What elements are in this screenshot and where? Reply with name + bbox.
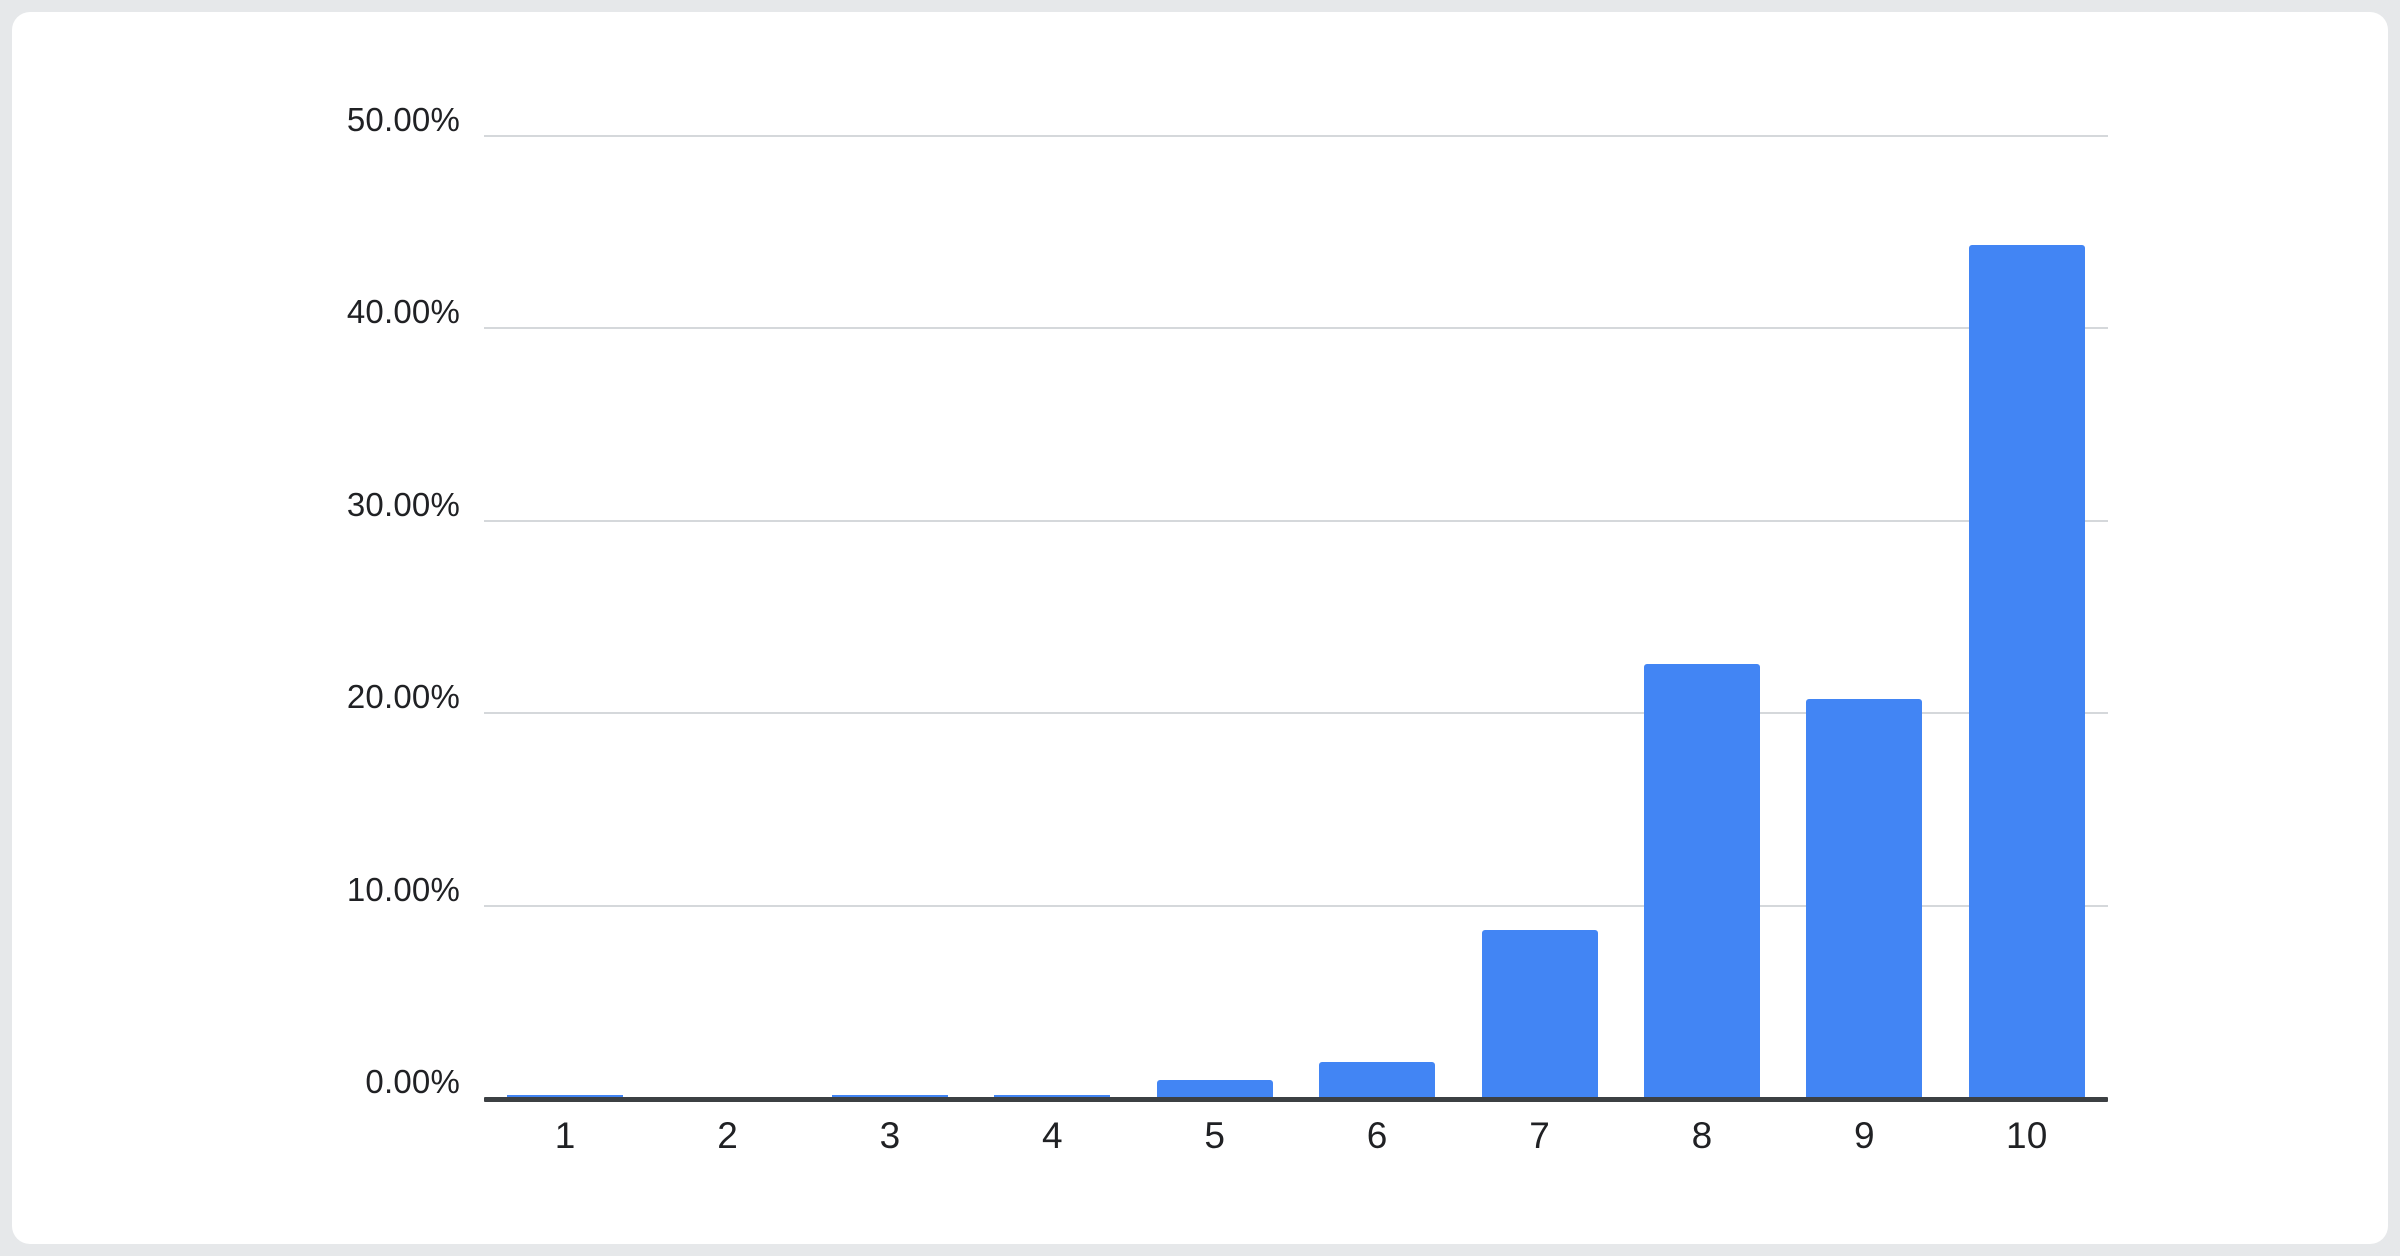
x-tick-label: 7 — [1529, 1115, 1550, 1156]
y-tick-label: 40.00% — [346, 293, 460, 331]
chart-card: 0.00% 10.00% 20.00% 30.00% 40.00% 50.00% 1 2 3 4… — [12, 12, 2388, 1244]
gridline — [484, 712, 2108, 715]
x-tick-label: 9 — [1853, 1115, 1875, 1156]
bar-slot — [1946, 12, 2108, 1097]
x-axis-line — [484, 1097, 2108, 1102]
bar[interactable] — [1968, 244, 2085, 1097]
x-tick-label: 4 — [1041, 1115, 1063, 1156]
bar[interactable] — [1643, 664, 1760, 1097]
bar[interactable] — [1319, 1062, 1436, 1097]
x-tick-label: 8 — [1691, 1115, 1713, 1156]
bar[interactable] — [507, 1095, 624, 1097]
bar-slot — [1296, 12, 1458, 1097]
gridline — [484, 519, 2108, 522]
plot-area — [484, 135, 2108, 1097]
bar-slot — [1783, 12, 1945, 1097]
bar-slot — [484, 12, 646, 1097]
bar-slot — [1621, 12, 1783, 1097]
bar-series — [484, 12, 2108, 1097]
bar[interactable] — [994, 1095, 1111, 1097]
bar-slot — [646, 12, 808, 1097]
x-tick-label: 2 — [717, 1115, 738, 1156]
bar[interactable] — [1156, 1079, 1273, 1097]
gridline — [484, 327, 2108, 330]
x-tick-label: 5 — [1204, 1115, 1226, 1156]
y-tick-label: 10.00% — [346, 870, 460, 908]
y-axis-labels: 0.00% 10.00% 20.00% 30.00% 40.00% 50.00% — [300, 12, 460, 1244]
x-tick-label: 6 — [1366, 1115, 1388, 1156]
y-tick-label: 20.00% — [346, 678, 460, 716]
y-tick-label: 0.00% — [365, 1063, 460, 1100]
bar-slot — [1458, 12, 1620, 1097]
bar-slot — [1134, 12, 1296, 1097]
bar[interactable] — [1806, 698, 1923, 1097]
bar[interactable] — [1481, 929, 1598, 1097]
x-tick-label: 1 — [554, 1115, 576, 1156]
y-tick-label: 30.00% — [346, 485, 460, 523]
x-axis-labels: 1 2 3 4 5 6 7 8 9 10 — [484, 1115, 2108, 1175]
bar-slot — [809, 12, 971, 1097]
bar[interactable] — [831, 1095, 948, 1097]
gridline — [484, 904, 2108, 907]
bar-slot — [971, 12, 1133, 1097]
x-tick-label: 3 — [879, 1115, 901, 1156]
gridline — [484, 135, 2108, 137]
y-tick-label: 50.00% — [346, 101, 460, 138]
x-tick-label: 10 — [2006, 1115, 2048, 1156]
